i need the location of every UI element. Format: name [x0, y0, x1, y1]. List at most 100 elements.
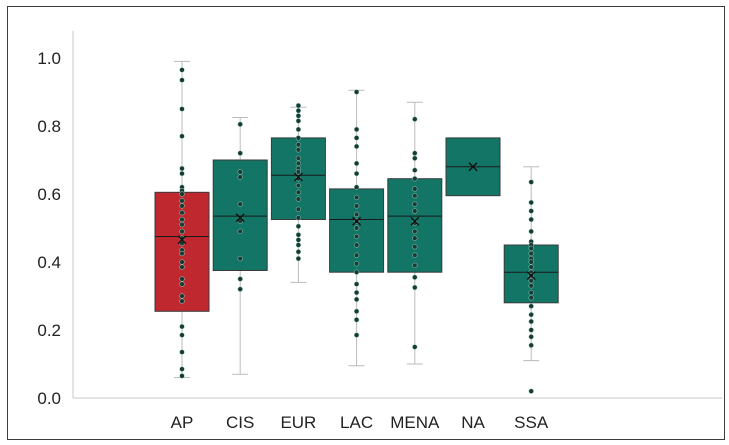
- data-point: [295, 135, 302, 141]
- data-point: [528, 199, 534, 206]
- data-point: [179, 250, 185, 257]
- data-point: [179, 198, 185, 204]
- data-point: [353, 170, 360, 177]
- data-point: [353, 225, 360, 231]
- data-point: [528, 283, 534, 289]
- data-point: [295, 160, 302, 167]
- data-point: [179, 106, 185, 112]
- box-ssa: [503, 166, 559, 394]
- data-point: [237, 218, 243, 224]
- data-point: [353, 143, 360, 150]
- y-tick-label: 0.8: [37, 117, 61, 136]
- data-point: [179, 373, 185, 379]
- data-point: [412, 262, 418, 269]
- data-point: [295, 255, 302, 262]
- data-point: [179, 298, 185, 304]
- data-point: [179, 221, 185, 228]
- data-point: [412, 201, 418, 207]
- data-point: [353, 126, 360, 133]
- x-tick-label: AP: [171, 413, 194, 432]
- data-point: [179, 191, 185, 197]
- data-point: [528, 179, 534, 185]
- data-point: [295, 189, 302, 195]
- data-point: [295, 142, 302, 148]
- data-point: [237, 255, 243, 262]
- data-point: [353, 296, 360, 303]
- box-mena: [387, 101, 443, 365]
- data-point: [412, 244, 418, 250]
- data-point: [179, 133, 185, 139]
- data-point: [179, 323, 185, 330]
- data-point: [353, 317, 360, 323]
- data-point: [412, 274, 418, 280]
- data-point: [528, 228, 534, 235]
- data-point: [412, 150, 418, 156]
- data-point: [412, 235, 418, 241]
- x-tick-label: LAC: [340, 413, 373, 432]
- data-point: [353, 332, 360, 338]
- data-point: [528, 327, 534, 333]
- data-point: [295, 223, 302, 229]
- box-eur: [270, 102, 326, 283]
- data-point: [412, 228, 418, 235]
- data-point: [528, 295, 534, 301]
- data-point: [179, 165, 185, 172]
- data-point: [412, 167, 418, 173]
- data-point: [179, 228, 185, 235]
- data-point: [179, 170, 185, 177]
- mean-marker: [468, 162, 478, 172]
- mean-marker: [410, 216, 420, 226]
- data-point: [295, 169, 302, 175]
- data-point: [528, 388, 534, 394]
- data-point: [295, 155, 302, 161]
- data-point: [179, 77, 185, 83]
- data-point: [353, 261, 360, 267]
- data-point: [179, 293, 185, 299]
- data-point: [237, 201, 243, 207]
- data-point: [237, 121, 243, 127]
- chart-frame: [7, 6, 725, 440]
- data-point: [528, 318, 534, 325]
- data-point: [412, 155, 418, 161]
- data-point: [237, 276, 243, 282]
- data-point: [353, 89, 360, 95]
- data-point: [353, 281, 360, 287]
- data-point: [353, 289, 360, 296]
- y-tick-label: 1.0: [37, 49, 61, 68]
- x-tick-label: NA: [461, 413, 485, 432]
- data-point: [528, 303, 534, 309]
- data-point: [179, 281, 185, 287]
- data-point: [353, 203, 360, 209]
- data-point: [412, 186, 418, 192]
- x-tick-label: EUR: [280, 413, 316, 432]
- data-point: [295, 232, 302, 238]
- mean-marker: [352, 216, 362, 226]
- data-point: [528, 264, 534, 270]
- data-point: [295, 113, 302, 119]
- data-point: [295, 242, 302, 248]
- data-point: [179, 216, 185, 223]
- data-point: [295, 118, 302, 124]
- data-point: [295, 249, 302, 255]
- x-tick-label: CIS: [226, 413, 254, 432]
- data-point: [179, 203, 185, 209]
- boxes: [154, 60, 559, 394]
- data-point: [528, 342, 534, 348]
- data-point: [412, 193, 418, 199]
- data-point: [353, 184, 360, 190]
- data-point: [353, 252, 360, 258]
- data-point: [353, 211, 360, 218]
- data-point: [179, 240, 185, 246]
- box-lac: [329, 89, 385, 367]
- data-point: [295, 182, 302, 189]
- data-point: [528, 245, 534, 252]
- data-point: [179, 67, 185, 73]
- x-tick-labels: AP CIS EUR LAC MENA NA SSA: [171, 413, 549, 432]
- data-point: [412, 208, 418, 214]
- data-point: [237, 169, 243, 175]
- x-tick-label: MENA: [390, 413, 440, 432]
- data-point: [295, 196, 302, 202]
- data-point: [528, 250, 534, 257]
- data-point: [237, 150, 243, 156]
- data-point: [412, 176, 418, 182]
